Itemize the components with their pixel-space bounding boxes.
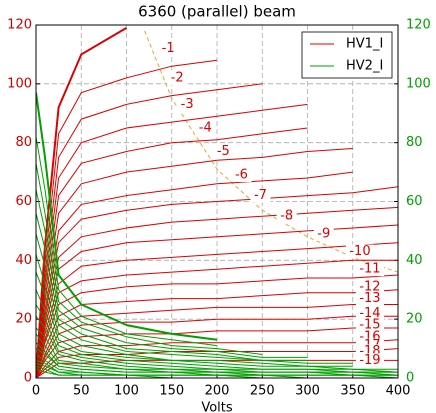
annotation-background [313, 226, 334, 241]
annotation-background [355, 318, 384, 333]
curve [36, 289, 398, 373]
y-tick-label: 20 [15, 312, 32, 327]
y-tick-label: 60 [15, 194, 32, 209]
annotation: -9 [317, 226, 330, 241]
curve [36, 213, 308, 361]
curve [36, 339, 398, 378]
curve [36, 189, 308, 358]
y-tick-label: 40 [15, 253, 32, 268]
annotation: -8 [280, 209, 293, 224]
y-tick-label: 80 [15, 135, 32, 150]
chart-title: 6360 (parallel) beam [138, 3, 296, 21]
annotation: -4 [199, 120, 212, 135]
legend-label: HV2_I [346, 59, 383, 74]
curve [36, 233, 353, 364]
annotation-background [355, 291, 384, 306]
x-tick-label: 200 [205, 384, 230, 399]
curve [36, 27, 128, 378]
curve [36, 83, 263, 378]
x-tick-label: 100 [114, 384, 139, 399]
legend-box [301, 31, 393, 79]
x-axis-label: Volts [201, 401, 233, 413]
curve [36, 163, 263, 355]
curve [36, 136, 218, 347]
x-tick-label: 300 [295, 384, 320, 399]
curve [36, 327, 398, 376]
annotation: -10 [349, 244, 370, 259]
y2-tick-label: 60 [406, 194, 423, 209]
x-tick-label: 150 [159, 384, 184, 399]
y-tick-label: 0 [24, 371, 32, 386]
annotation-background [276, 209, 297, 224]
annotation: -11 [359, 262, 380, 277]
annotation-background [250, 188, 271, 203]
curve [36, 304, 398, 373]
y2-tick-label: 20 [406, 312, 423, 327]
y2-tick-label: 40 [406, 253, 423, 268]
annotation: -19 [359, 353, 380, 368]
y-tick-label: 120 [7, 18, 32, 33]
annotation: -13 [359, 291, 380, 306]
curve [36, 206, 398, 378]
annotation-background [213, 144, 234, 159]
annotation: -6 [235, 168, 248, 183]
y-tick-label: 100 [7, 76, 32, 91]
plot-area [36, 27, 398, 378]
x-tick-label: 50 [73, 384, 90, 399]
limit-curve [144, 30, 398, 273]
curve [36, 186, 398, 378]
x-tick-label: 400 [386, 384, 411, 399]
plot-frame [35, 24, 399, 379]
annotation-background [355, 279, 384, 294]
annotation-background [158, 41, 179, 56]
curve [36, 242, 398, 378]
annotation: -3 [181, 97, 194, 112]
curve [36, 289, 398, 378]
curve [36, 271, 398, 370]
x-tick-label: 0 [32, 384, 40, 399]
annotation-background [355, 353, 384, 368]
curve [36, 127, 308, 378]
y2-tick-label: 0 [406, 371, 414, 386]
annotation-background [355, 262, 384, 277]
annotation-background [231, 168, 252, 183]
x-tick-label: 250 [250, 384, 275, 399]
curve [36, 103, 308, 378]
curve [36, 365, 398, 378]
y2-tick-label: 80 [406, 135, 423, 150]
legend-label: HV1_I [346, 37, 383, 52]
annotation: -7 [254, 188, 267, 203]
annotation-background [177, 97, 198, 112]
annotation: -15 [359, 318, 380, 333]
annotation: -14 [359, 306, 380, 321]
curve [36, 259, 398, 378]
y2-tick-label: 120 [406, 18, 431, 33]
curve [36, 254, 353, 367]
curve [36, 59, 218, 378]
annotation: -12 [359, 279, 380, 294]
curve [36, 92, 218, 341]
curve [36, 368, 398, 378]
annotation-background [345, 244, 374, 259]
annotation: -5 [217, 144, 230, 159]
y2-tick-label: 100 [406, 76, 431, 91]
annotation: -2 [171, 70, 184, 85]
x-tick-label: 350 [340, 384, 365, 399]
annotation-background [195, 120, 216, 135]
annotation-background [167, 70, 188, 85]
annotation: -1 [162, 41, 175, 56]
annotation-background [355, 306, 384, 321]
